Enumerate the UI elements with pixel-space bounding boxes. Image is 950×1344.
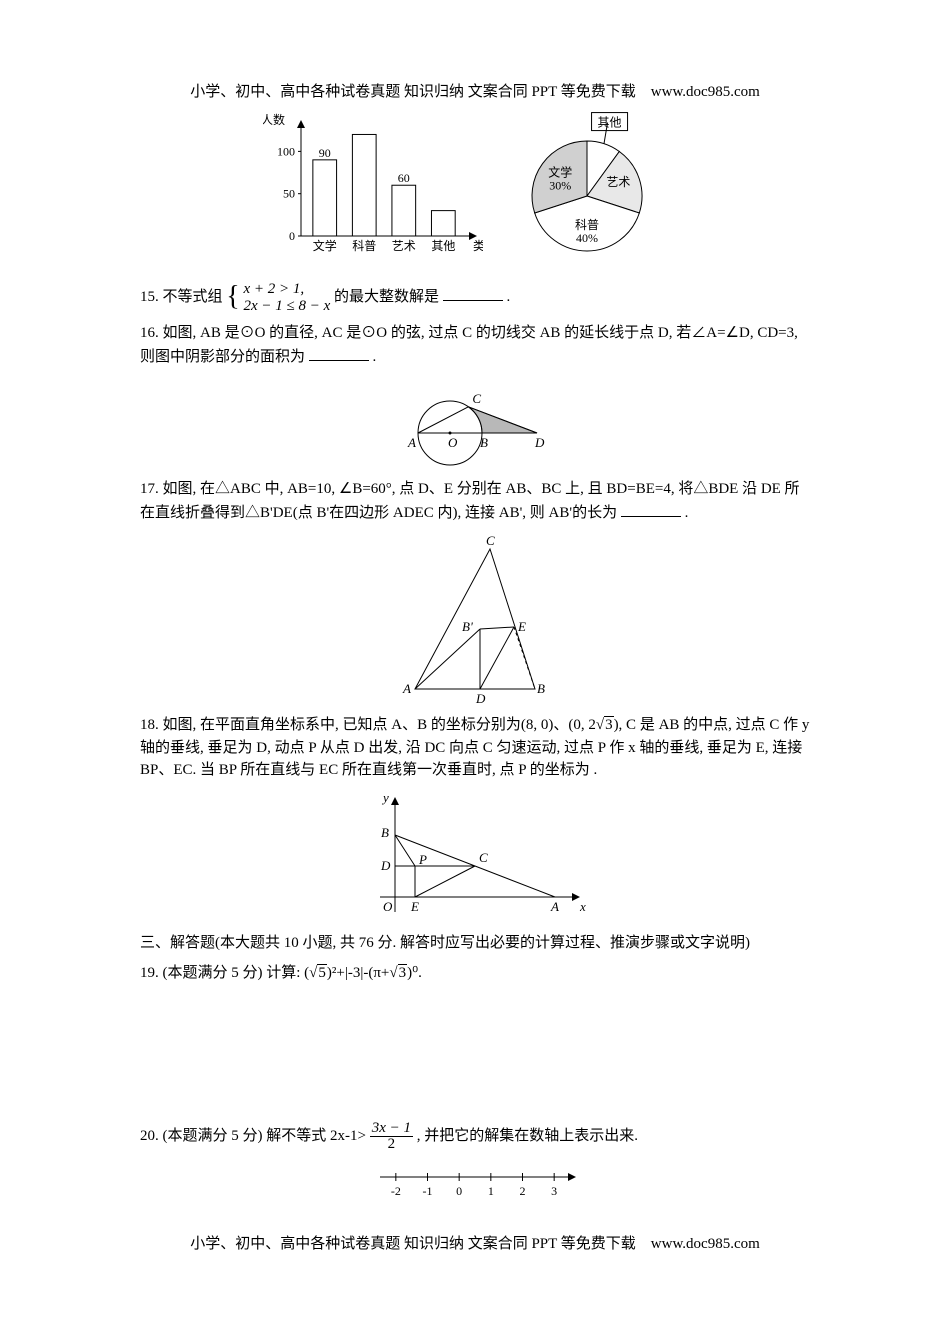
svg-text:1: 1	[488, 1184, 494, 1198]
q16-figure: A O B C D	[380, 378, 570, 468]
q15: 15. 不等式组 { x + 2 > 1, 2x − 1 ≤ 8 − x 的最大…	[140, 281, 810, 314]
q14-figure-row: 050100人数类别文学90科普艺术60其他 其他艺术科普40%文学30%	[140, 111, 810, 271]
svg-text:C: C	[486, 534, 495, 548]
svg-text:O: O	[448, 435, 458, 450]
svg-text:文学: 文学	[548, 165, 572, 180]
sqrt-icon: 3	[389, 962, 407, 985]
pie-chart: 其他艺术科普40% 文学30%	[487, 111, 687, 271]
q17-blank	[621, 501, 681, 517]
q18: 18. 如图, 在平面直角坐标系中, 已知点 A、B 的坐标分别为(8, 0)、…	[140, 714, 810, 782]
q19-mid2: )⁰.	[407, 965, 422, 981]
svg-text:A: A	[407, 435, 416, 450]
svg-text:类别: 类别	[473, 239, 483, 253]
q16-text: 16. 如图, AB 是⊙O 的直径, AC 是⊙O 的弦, 过点 C 的切线交…	[140, 325, 798, 365]
svg-text:D: D	[380, 858, 391, 873]
q18-text1: 18. 如图, 在平面直角坐标系中, 已知点 A、B 的坐标分别为(8, 0)、…	[140, 717, 596, 733]
brace-icon: {	[226, 286, 239, 308]
svg-text:0: 0	[289, 229, 295, 243]
svg-text:50: 50	[283, 187, 295, 201]
svg-text:y: y	[381, 792, 389, 805]
svg-text:P: P	[418, 852, 427, 867]
svg-text:B: B	[537, 681, 545, 696]
svg-text:100: 100	[277, 144, 295, 158]
q18-period: .	[594, 762, 598, 778]
q18-sqrt-val: 3	[604, 716, 614, 733]
svg-text:D: D	[475, 691, 486, 704]
page-footer: 小学、初中、高中各种试卷真题 知识归纳 文案合同 PPT 等免费下载 www.d…	[140, 1232, 810, 1253]
svg-text:D: D	[534, 435, 545, 450]
q20-suffix: , 并把它的解集在数轴上表示出来.	[417, 1127, 638, 1143]
svg-text:人数: 人数	[263, 112, 285, 127]
svg-text:O: O	[383, 899, 393, 914]
svg-text:A: A	[402, 681, 411, 696]
q17: 17. 如图, 在△ABC 中, AB=10, ∠B=60°, 点 D、E 分别…	[140, 478, 810, 524]
q19-sqrt-val2: 3	[398, 964, 408, 981]
page-header: 小学、初中、高中各种试卷真题 知识归纳 文案合同 PPT 等免费下载 www.d…	[140, 80, 810, 101]
q19-sqrt-val: 5	[317, 964, 327, 981]
svg-text:其他: 其他	[431, 239, 455, 253]
q20-frac-num: 3x − 1	[370, 1121, 413, 1137]
q15-inequalities: x + 2 > 1, 2x − 1 ≤ 8 − x	[243, 281, 330, 314]
sqrt-icon: 3	[596, 714, 614, 737]
q19-prefix: 19. (本题满分 5 分) 计算: (	[140, 965, 309, 981]
svg-text:0: 0	[456, 1184, 462, 1198]
svg-text:B: B	[480, 435, 488, 450]
svg-text:艺术: 艺术	[392, 239, 416, 253]
svg-text:60: 60	[398, 171, 410, 185]
q18-figure: O A B C D E Px y	[360, 792, 590, 922]
svg-text:B': B'	[462, 619, 473, 634]
q15-prefix: 15. 不等式组	[140, 289, 223, 305]
svg-text:-1: -1	[423, 1184, 433, 1198]
q17-figure: A B C D E B'	[395, 534, 555, 704]
svg-text:B: B	[381, 825, 389, 840]
q20-fraction: 3x − 1 2	[370, 1121, 413, 1152]
svg-text:2: 2	[520, 1184, 526, 1198]
svg-text:其他: 其他	[597, 116, 621, 130]
svg-text:40%: 40%	[576, 231, 598, 245]
q20-frac-den: 2	[370, 1137, 413, 1152]
q15-line1: x + 2 > 1,	[243, 281, 330, 298]
svg-text:90: 90	[319, 146, 331, 160]
section-3-heading: 三、解答题(本大题共 10 小题, 共 76 分. 解答时应写出必要的计算过程、…	[140, 932, 810, 955]
q15-blank	[443, 285, 503, 301]
q16-period: .	[373, 349, 377, 365]
q19: 19. (本题满分 5 分) 计算: ( 5)²+|-3|-(π+ 3)⁰.	[140, 962, 810, 985]
q20-prefix: 20. (本题满分 5 分) 解不等式 2x-1>	[140, 1127, 366, 1143]
svg-text:A: A	[550, 899, 559, 914]
svg-text:科普: 科普	[352, 239, 376, 253]
q15-period: .	[507, 289, 511, 305]
q15-suffix: 的最大整数解是	[334, 289, 439, 305]
q16-blank	[309, 345, 369, 361]
svg-text:文学: 文学	[313, 238, 337, 253]
svg-text:E: E	[410, 899, 419, 914]
svg-text:E: E	[517, 619, 526, 634]
svg-text:艺术: 艺术	[606, 175, 630, 189]
sqrt-icon: 5	[309, 962, 327, 985]
q16: 16. 如图, AB 是⊙O 的直径, AC 是⊙O 的弦, 过点 C 的切线交…	[140, 322, 810, 368]
q20-numberline: -2 -1 0 1 2 3	[365, 1162, 585, 1202]
svg-text:-2: -2	[391, 1184, 401, 1198]
q17-period: .	[685, 505, 689, 521]
q20: 20. (本题满分 5 分) 解不等式 2x-1> 3x − 1 2 , 并把它…	[140, 1121, 810, 1152]
q19-mid1: )²+|-3|-(π+	[327, 965, 389, 981]
svg-text:C: C	[479, 850, 488, 865]
svg-text:科普: 科普	[575, 218, 599, 232]
svg-text:3: 3	[551, 1184, 557, 1198]
svg-text:x: x	[579, 899, 586, 914]
q17-text: 17. 如图, 在△ABC 中, AB=10, ∠B=60°, 点 D、E 分别…	[140, 481, 800, 521]
q15-line2: 2x − 1 ≤ 8 − x	[243, 298, 330, 315]
bar-chart: 0 50 100 人数类别 文学 90 科普 艺术 60 其他	[263, 111, 483, 261]
svg-text:30%: 30%	[549, 179, 571, 193]
svg-text:C: C	[472, 391, 481, 406]
